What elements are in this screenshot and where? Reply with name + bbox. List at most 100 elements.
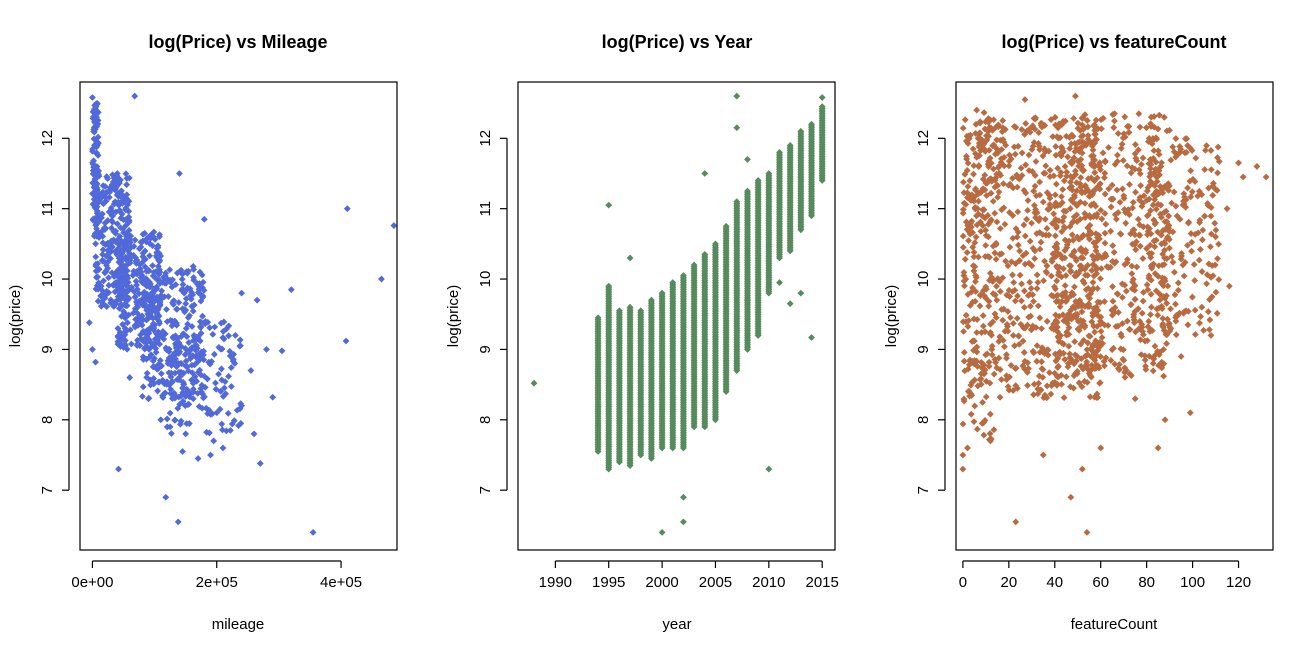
featurecount-data-point [1032,324,1040,331]
featurecount-data-point [1039,451,1047,459]
featurecount-data-point [993,136,1001,144]
featurecount-data-point [986,123,993,131]
mileage-data-point [117,214,125,222]
featurecount-data-point [1056,303,1064,311]
featurecount-data-point [998,128,1006,136]
featurecount-data-point [1147,113,1155,121]
mileage-data-point [156,340,163,348]
featurecount-data-point [1184,321,1192,329]
year-data-point [530,379,538,387]
mileage-data-point [269,393,277,401]
mileage-data-point [147,381,154,389]
mileage-data-point [207,451,214,459]
mileage-data-point [95,229,102,236]
featurecount-data-point [1149,154,1157,162]
mileage-data-point [220,318,228,326]
featurecount-data-point [1209,272,1217,280]
featurecount-data-point [1053,277,1061,285]
mileage-x-tick-label: 4e+05 [320,574,362,591]
featurecount-data-point [1022,249,1030,257]
featurecount-data-point [1084,339,1092,347]
featurecount-data-point [1101,157,1109,165]
featurecount-data-point [1041,169,1049,177]
featurecount-data-point [1147,276,1155,284]
mileage-data-point [210,350,218,358]
year-data-point [680,518,687,526]
featurecount-data-point [1097,328,1105,335]
mileage-data-point [176,170,183,177]
mileage-data-point [177,343,185,350]
mileage-data-point [183,385,191,393]
featurecount-data-point [1062,207,1070,215]
mileage-data-point [131,269,138,277]
mileage-data-point [122,222,130,229]
mileage-data-point [221,378,229,386]
year-data-point [786,141,794,149]
featurecount-data-point [961,367,969,375]
featurecount-data-point [1039,231,1047,238]
featurecount-data-point [1152,165,1159,173]
featurecount-data-point [1156,171,1163,179]
featurecount-data-point [1097,206,1105,214]
mileage-data-point [137,267,144,275]
featurecount-data-point [959,451,967,459]
mileage-data-point [342,337,350,345]
featurecount-data-point [992,174,1000,182]
featurecount-data-point [982,241,990,249]
year-data-point [669,279,677,286]
year-x-tick-label: 1990 [539,574,572,591]
featurecount-data-point [1160,372,1168,380]
featurecount-data-point [1136,123,1144,131]
mileage-data-point [219,334,227,342]
featurecount-data-point [1029,142,1037,150]
featurecount-data-point [1028,168,1036,175]
featurecount-data-point [1029,291,1037,299]
mileage-data-point [152,348,160,356]
featurecount-data-point [1024,382,1031,389]
featurecount-data-point [1114,157,1121,165]
featurecount-data-point [1008,258,1015,266]
mileage-data-point [99,257,106,265]
featurecount-data-point [1192,154,1200,162]
featurecount-data-point [1024,206,1032,214]
featurecount-data-point [1084,139,1092,147]
featurecount-data-point [1002,257,1009,265]
featurecount-data-point [1025,125,1033,133]
featurecount-data-point [1083,365,1091,373]
featurecount-data-point [1037,386,1045,394]
featurecount-data-point [1090,177,1098,185]
mileage-data-point [109,208,117,216]
featurecount-data-point [1076,180,1084,188]
mileage-data-point [211,323,219,331]
mileage-data-point [131,236,139,244]
mileage-data-point [108,217,116,225]
featurecount-data-point [975,139,983,147]
featurecount-data-point [1212,288,1220,296]
featurecount-data-point [1063,168,1071,176]
featurecount-data-point [1030,297,1037,305]
featurecount-data-point [1024,292,1032,299]
mileage-data-point [147,351,155,359]
featurecount-data-point [1191,277,1199,284]
featurecount-data-point [1208,262,1216,269]
featurecount-data-point [1066,223,1074,230]
featurecount-data-point [1094,125,1102,133]
featurecount-data-point [964,444,971,452]
featurecount-data-point [1212,233,1219,241]
featurecount-data-point [1013,314,1021,322]
featurecount-data-point [1152,192,1159,200]
featurecount-data-point [1064,360,1072,367]
featurecount-data-point [1125,123,1133,130]
featurecount-data-point [987,175,995,183]
mileage-data-point [170,358,178,366]
mileage-data-point [183,420,191,428]
featurecount-data-point [1215,240,1223,248]
featurecount-data-point [1173,212,1181,220]
mileage-data-point [91,232,98,240]
featurecount-data-point [1114,151,1121,159]
mileage-data-point [93,225,100,233]
featurecount-data-point [1073,272,1081,279]
mileage-data-point [149,293,157,301]
featurecount-data-point [1035,217,1043,225]
